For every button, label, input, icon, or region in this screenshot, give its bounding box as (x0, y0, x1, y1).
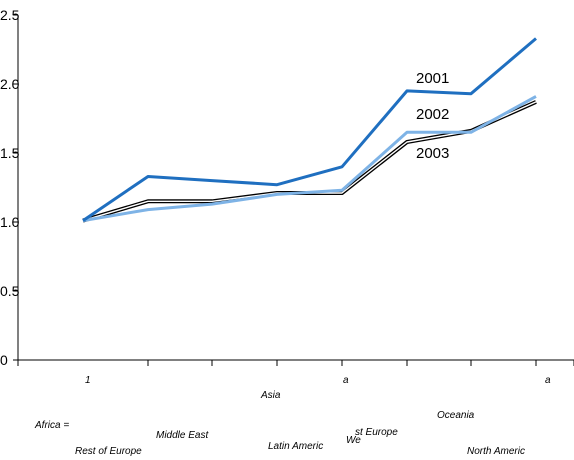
category-label: st Europe (355, 427, 398, 438)
x-tick-text: 1 (85, 375, 91, 386)
category-label: North Americ (467, 446, 525, 457)
series-layer (82, 37, 537, 223)
y-tick-label: 1.0 (0, 214, 20, 230)
y-tick-label: 0 (0, 352, 8, 368)
series-line-outline (82, 100, 537, 223)
y-tick-label: 0.5 (0, 283, 20, 299)
series-label-2001: 2001 (416, 70, 449, 87)
series-labels: 2001 2002 2003 (416, 70, 449, 162)
y-tick-label: 1.5 (0, 145, 20, 161)
y-tick-label: 2.0 (0, 76, 20, 92)
category-label: Africa = (34, 420, 69, 431)
y-axis: 0 0.5 1.0 1.5 2.0 2.5 (0, 7, 20, 368)
category-label: We (346, 435, 361, 446)
category-label: Middle East (156, 430, 209, 441)
series-label-2003: 2003 (416, 145, 449, 162)
category-labels: Africa = Rest of Europe Middle East Asia Lat… (34, 390, 525, 457)
y-tick-label: 2.5 (0, 7, 20, 23)
x-axis (17, 359, 574, 366)
series-line-2002 (82, 95, 537, 223)
x-tick-texts: 1 a a (85, 375, 551, 386)
x-tick-text: a (343, 375, 349, 386)
series-line-2001 (82, 37, 537, 222)
series-label-2002: 2002 (416, 106, 449, 123)
x-tick-text: a (545, 375, 551, 386)
category-label: Rest of Europe (75, 446, 142, 457)
category-label: Oceania (437, 410, 475, 421)
category-label: Latin Americ (268, 441, 323, 452)
category-label: Asia (260, 390, 281, 401)
